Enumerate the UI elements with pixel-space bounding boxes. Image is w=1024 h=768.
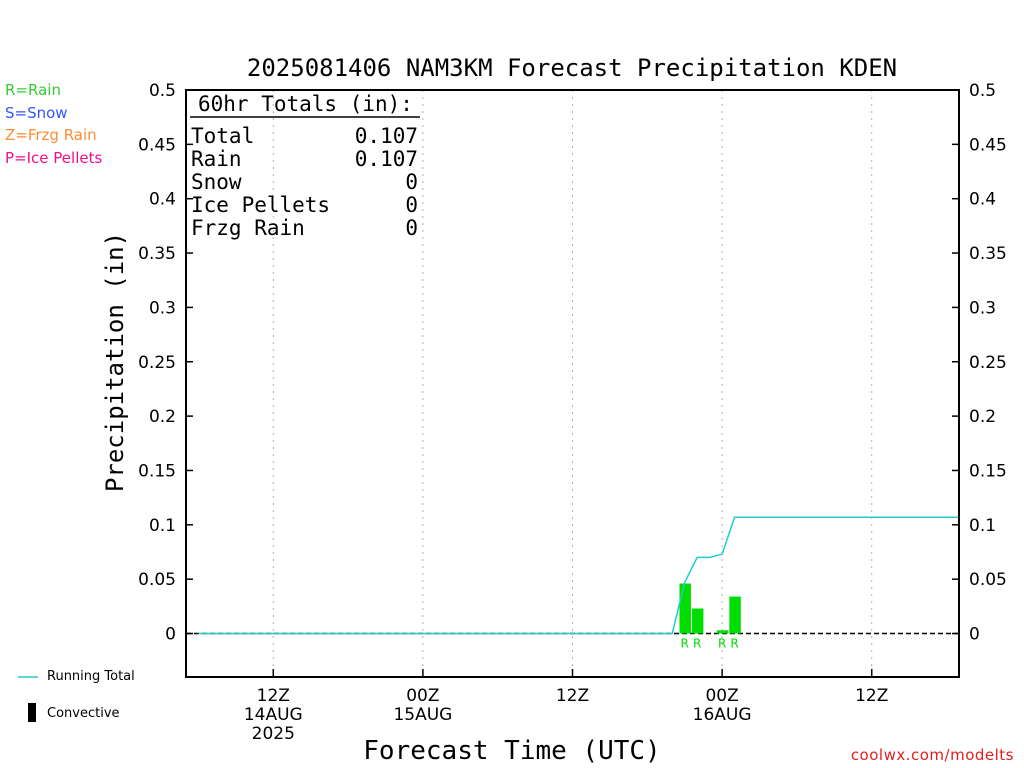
totals-row-value: 0 [405, 216, 418, 240]
y-tick-label-right: 0 [969, 625, 980, 645]
y-axis-label: Precipitation (in) [101, 232, 129, 492]
y-tick-label-left: 0.1 [149, 516, 176, 536]
grid-lines [186, 90, 959, 677]
totals-row-label: Snow [191, 170, 242, 194]
running-total-polyline [198, 516, 959, 635]
precip-type-label: R [730, 637, 738, 651]
x-tick-date: 14AUG [244, 705, 303, 725]
precip-bar [716, 630, 729, 634]
precip-bar [729, 596, 741, 634]
y-tick-label-right: 0.3 [969, 298, 996, 318]
y-tick-label-left: 0.2 [149, 407, 176, 427]
precip-type-label: R [718, 637, 726, 651]
totals-row-value: 0 [405, 193, 418, 217]
y-tick-label-left: 0.25 [138, 353, 176, 373]
totals-row-value: 0.107 [355, 124, 418, 148]
x-tick-label: 12Z [556, 686, 589, 706]
precip-type-label: R [681, 637, 689, 651]
running-total-line [198, 516, 959, 635]
totals-row-value: 0 [405, 170, 418, 194]
y-tick-label-right: 0.4 [969, 190, 996, 210]
x-tick-date: 16AUG [693, 705, 752, 725]
y-axis-left: 0.5 0.45 0.4 0.35 0.3 0.25 0.2 0.15 0.1 0.05 0 [138, 81, 193, 645]
x-tick-label: 12Z [855, 686, 888, 706]
y-tick-label-left: 0.15 [138, 461, 176, 481]
totals-row-value: 0.107 [355, 147, 418, 171]
y-tick-label-left: 0.35 [138, 244, 176, 264]
y-tick-label-right: 0.1 [969, 516, 996, 536]
totals-row-label: Rain [191, 147, 242, 171]
y-axis-right: 0.5 0.45 0.4 0.35 0.3 0.25 0.2 0.15 0.1 0.05 0 [952, 81, 1007, 645]
y-tick-label-right: 0.2 [969, 407, 996, 427]
source-credit: coolwx.com/modelts [850, 746, 1014, 764]
legend-ice-pellets: P=Ice Pellets [5, 149, 103, 167]
y-tick-label-left: 0 [165, 625, 176, 645]
legend-snow: S=Snow [5, 104, 68, 122]
x-tick-year: 2025 [252, 724, 295, 744]
x-axis-label: Forecast Time (UTC) [363, 736, 660, 766]
y-tick-label-right: 0.05 [969, 570, 1007, 590]
y-tick-label-right: 0.15 [969, 461, 1007, 481]
chart-title: 2025081406 NAM3KM Forecast Precipitation… [247, 54, 897, 82]
precip-bar [679, 583, 691, 634]
precip-type-label: R [693, 637, 701, 651]
convective-legend-swatch [28, 703, 36, 722]
x-tick-date: 15AUG [393, 705, 452, 725]
y-tick-label-right: 0.35 [969, 244, 1007, 264]
y-tick-label-left: 0.45 [138, 135, 176, 155]
totals-row-label: Ice Pellets [191, 193, 330, 217]
y-tick-label-left: 0.5 [149, 81, 176, 101]
y-tick-label-right: 0.45 [969, 135, 1007, 155]
running-total-legend-label: Running Total [47, 669, 135, 684]
y-tick-label-left: 0.05 [138, 570, 176, 590]
convective-legend-label: Convective [47, 706, 120, 721]
totals-row-label: Total [191, 124, 254, 148]
totals-box: 60hr Totals (in): Total 0.107 Rain 0.107 Snow… [190, 92, 420, 240]
x-tick-label: 12Z [257, 686, 290, 706]
x-tick-label: 00Z [406, 686, 439, 706]
y-tick-label-right: 0.25 [969, 353, 1007, 373]
totals-header: 60hr Totals (in): [198, 92, 413, 116]
y-tick-label-right: 0.5 [969, 81, 996, 101]
totals-row-label: Frzg Rain [191, 216, 305, 240]
y-tick-label-left: 0.3 [149, 298, 176, 318]
legend-rain: R=Rain [5, 81, 61, 99]
y-tick-label-left: 0.4 [149, 190, 176, 210]
legend-frzg-rain: Z=Frzg Rain [5, 126, 97, 144]
precip-bar [691, 608, 704, 634]
x-tick-label: 00Z [705, 686, 738, 706]
